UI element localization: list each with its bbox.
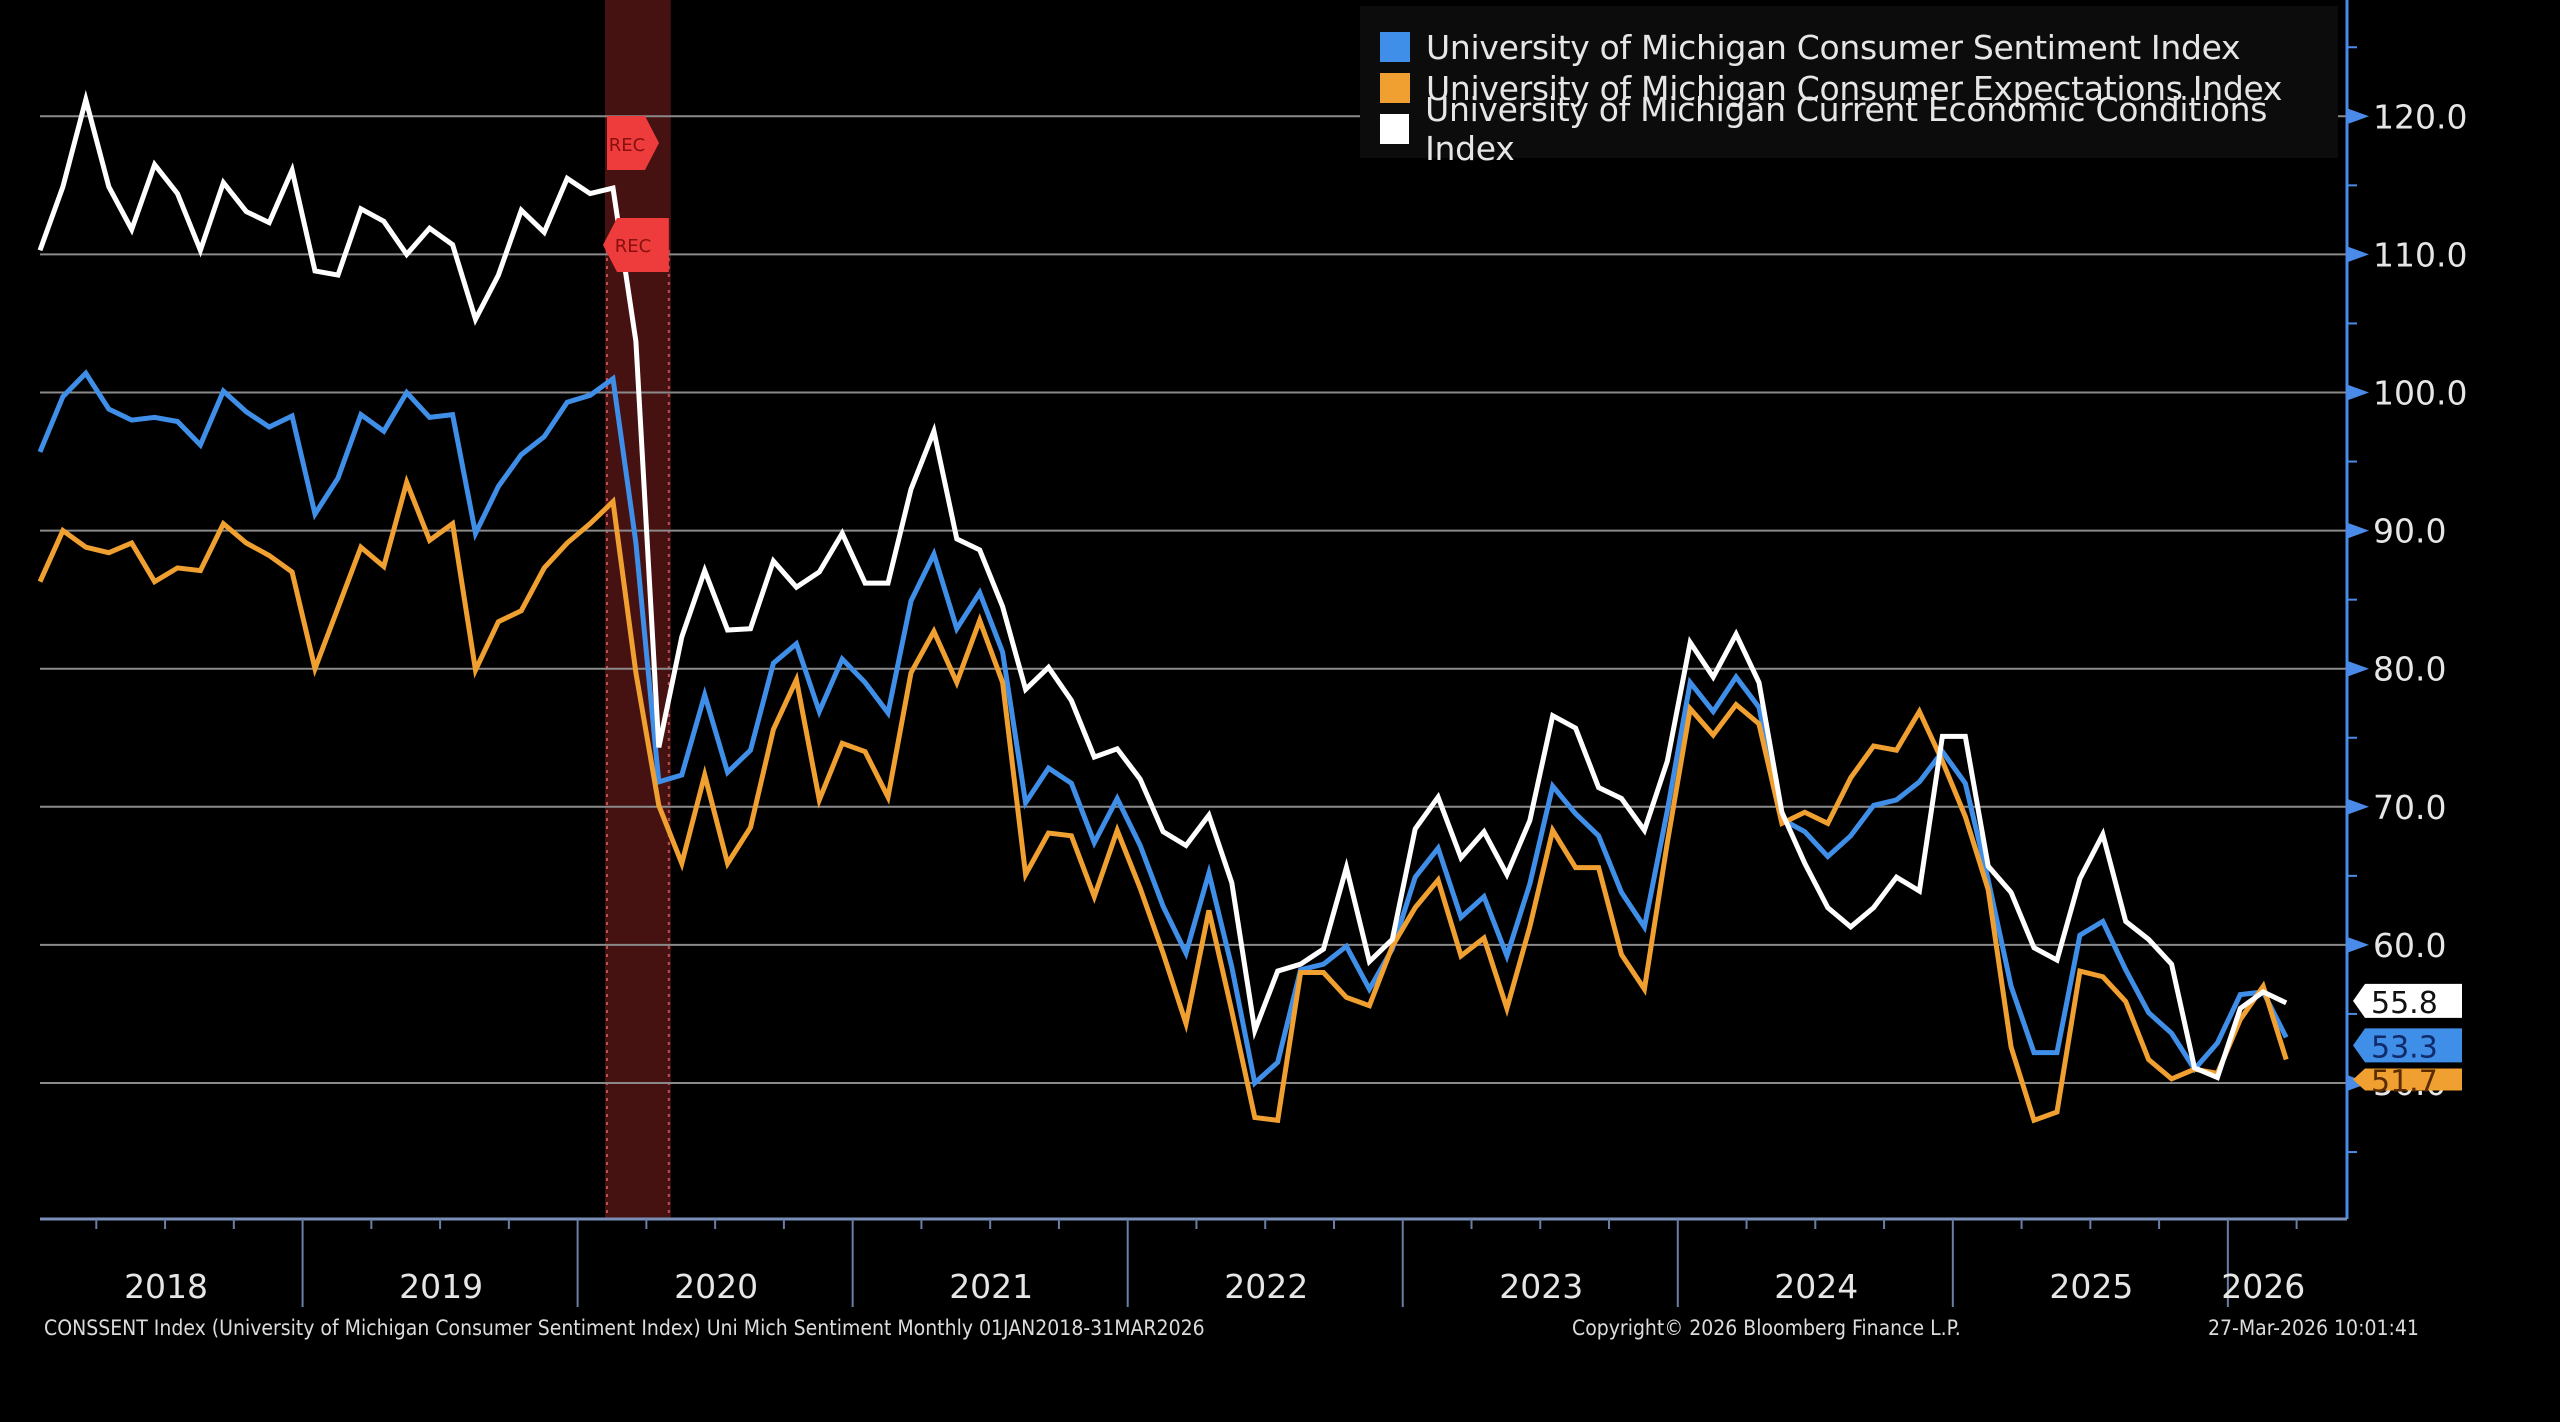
last-value-box: [2353, 1068, 2462, 1091]
x-year-label: 2023: [1499, 1267, 1583, 1306]
last-value-label: 51.7: [2353, 1065, 2462, 1100]
y-tick-label: 90.0: [2373, 512, 2446, 551]
y-tick-marker: [2347, 798, 2369, 815]
legend-swatch-orange: [1380, 73, 1410, 103]
source-footnote: CONSSENT Index (University of Michigan C…: [44, 1316, 1205, 1340]
last-value-labels: 55.8 53.351.7: [2353, 983, 2462, 1100]
series-lines: [37, 89, 2289, 1124]
legend: University of Michigan Consumer Sentimen…: [1360, 6, 2338, 168]
y-tick-marker: [2347, 522, 2369, 539]
x-year-label: 2024: [1774, 1267, 1858, 1306]
series-line-2: [37, 89, 2288, 1081]
legend-swatch-white: [1380, 114, 1410, 144]
last-value-label: 53.3: [2353, 1028, 2462, 1065]
y-tick-label: 80.0: [2373, 650, 2446, 689]
y-tick-marker: [2347, 246, 2369, 263]
legend-item-sentiment[interactable]: University of Michigan Consumer Sentimen…: [1380, 27, 2241, 67]
last-value-box: [2353, 1028, 2462, 1063]
last-value-box: [2353, 983, 2462, 1018]
last-value-text: 55.8: [2371, 986, 2438, 1021]
rec-marker-label: REC: [609, 135, 645, 156]
legend-item-expectations[interactable]: University of Michigan Consumer Expectat…: [1380, 68, 2283, 108]
x-year-label: 2018: [124, 1267, 208, 1306]
y-tick-label: 100.0: [2373, 374, 2467, 413]
legend-swatch-blue: [1380, 32, 1410, 62]
legend-label: University of Michigan Consumer Sentimen…: [1426, 27, 2241, 67]
recession-band-rect: [605, 0, 671, 1219]
legend-item-current-conditions[interactable]: University of Michigan Current Economic …: [1380, 90, 2338, 168]
y-tick-label: 110.0: [2373, 235, 2467, 274]
x-year-label: 2020: [674, 1267, 758, 1306]
timestamp: 27-Mar-2026 10:01:41: [2208, 1316, 2419, 1340]
last-value-text: 51.7: [2371, 1065, 2438, 1100]
rec-marker-shape: [603, 218, 669, 272]
y-tick-marker: [2347, 384, 2369, 401]
last-value-label: 55.8: [2353, 983, 2462, 1021]
x-year-label: 2019: [399, 1267, 483, 1306]
last-value-text: 53.3: [2371, 1030, 2438, 1065]
x-year-label: 2026: [2221, 1267, 2305, 1306]
y-tick-marker: [2347, 936, 2369, 953]
series-line-0: [37, 369, 2289, 1088]
y-tick-label: 120.0: [2373, 97, 2467, 136]
recession-markers: REC REC: [603, 116, 669, 272]
y-tick-marker: [2347, 660, 2369, 677]
y-tick-label: 70.0: [2373, 788, 2446, 827]
x-year-label: 2021: [949, 1267, 1033, 1306]
legend-label: University of Michigan Current Economic …: [1425, 90, 2268, 168]
y-tick-label: 60.0: [2373, 926, 2446, 965]
recession-band: [605, 0, 671, 1219]
series-line-1: [37, 474, 2289, 1124]
x-year-label: 2022: [1224, 1267, 1308, 1306]
legend-label: University of Michigan Consumer Expectat…: [1426, 68, 2283, 108]
rec-marker-bottom: REC: [603, 218, 669, 272]
x-year-label: 2025: [2049, 1267, 2133, 1306]
rec-marker-label: REC: [615, 236, 651, 257]
y-tick-marker: [2347, 108, 2369, 125]
copyright-text: Copyright© 2026 Bloomberg Finance L.P.: [1572, 1316, 1961, 1340]
rec-marker-top: REC: [607, 116, 659, 170]
rec-marker-shape: [607, 116, 659, 170]
